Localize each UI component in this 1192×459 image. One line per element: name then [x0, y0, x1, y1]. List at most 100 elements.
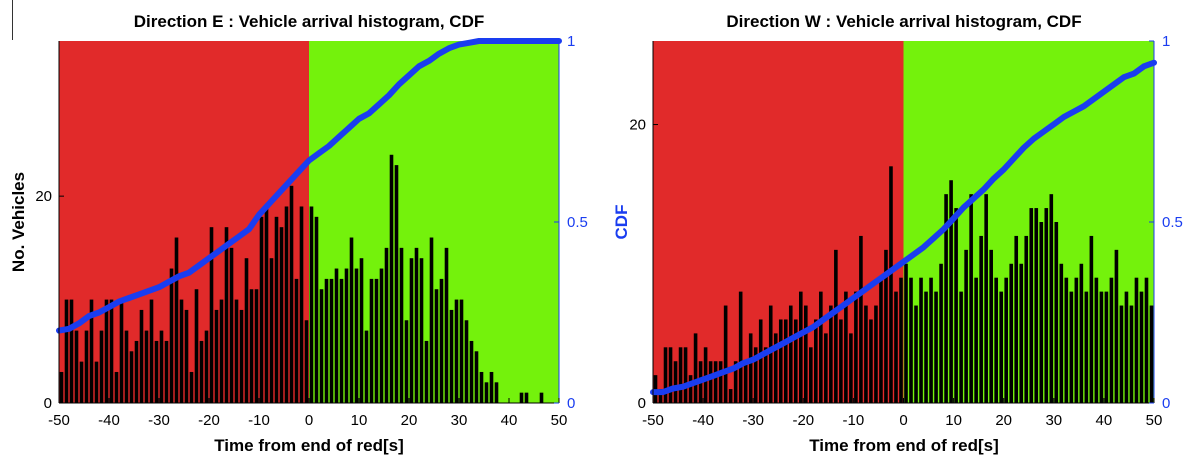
- histogram-bar: [444, 247, 449, 403]
- histogram-bar: [929, 277, 933, 403]
- histogram-bar: [959, 291, 963, 403]
- histogram-bar: [753, 347, 758, 403]
- histogram-bar: [114, 371, 119, 403]
- histogram-bar: [683, 347, 688, 403]
- histogram-bar: [539, 392, 544, 403]
- histogram-bar: [134, 340, 139, 403]
- y-axis-label: No. Vehicles: [9, 172, 28, 272]
- y-tick-label: 20: [35, 188, 52, 205]
- histogram-bar: [199, 340, 204, 403]
- histogram-bar: [394, 165, 399, 403]
- histogram-bar: [658, 389, 663, 403]
- histogram-bar: [409, 258, 414, 403]
- histogram-bar: [733, 361, 738, 403]
- histogram-bar: [459, 299, 464, 403]
- histogram-bar: [1104, 291, 1109, 403]
- x-axis-label: Time from end of red[s]: [809, 436, 999, 455]
- histogram-bar: [179, 299, 184, 403]
- histogram-bar: [379, 268, 384, 403]
- histogram-bar: [194, 289, 199, 403]
- x-tick-label: 30: [451, 412, 468, 429]
- histogram-bar: [384, 247, 389, 403]
- histogram-bar: [909, 277, 913, 403]
- histogram-bar: [889, 166, 893, 403]
- histogram-bar: [1024, 235, 1029, 403]
- histogram-bar: [469, 340, 474, 403]
- histogram-bar: [224, 227, 229, 403]
- histogram-bar: [124, 330, 129, 403]
- histogram-bar: [399, 247, 404, 403]
- histogram-bar: [164, 340, 169, 403]
- histogram-bar: [974, 277, 978, 403]
- histogram-bar: [204, 330, 209, 403]
- histogram-bar: [234, 299, 239, 403]
- x-tick-label: -30: [742, 412, 764, 429]
- x-tick-label: 30: [1045, 412, 1062, 429]
- histogram-bar: [494, 382, 499, 403]
- histogram-bar: [119, 299, 124, 403]
- histogram-bar: [964, 249, 968, 403]
- chart-title: Direction W : Vehicle arrival histogram,…: [726, 12, 1081, 31]
- y2-tick-label: 0.5: [1162, 214, 1183, 231]
- histogram-bar: [663, 347, 668, 403]
- histogram-bar: [129, 351, 134, 403]
- histogram-bar: [1029, 208, 1034, 403]
- x-tick-label: -40: [98, 412, 120, 429]
- histogram-bar: [84, 330, 89, 403]
- histogram-bar: [788, 305, 793, 403]
- histogram-bar: [309, 206, 314, 403]
- histogram-bar: [254, 289, 259, 403]
- y2-tick-label: 1: [1162, 33, 1170, 50]
- histogram-bar: [1139, 291, 1144, 403]
- y2-tick-label: 0.5: [567, 214, 588, 231]
- histogram-bar: [1074, 277, 1079, 403]
- histogram-bar: [1089, 235, 1094, 403]
- chart-direction-e: Direction E : Vehicle arrival histogram,…: [9, 12, 588, 455]
- histogram-bar: [1149, 305, 1154, 403]
- histogram-bar: [524, 392, 529, 403]
- histogram-bar: [304, 320, 309, 403]
- histogram-bar: [864, 305, 868, 403]
- histogram-bar: [404, 320, 409, 403]
- x-tick-label: 0: [899, 412, 907, 429]
- histogram-bar: [259, 216, 264, 403]
- histogram-bar: [1129, 305, 1134, 403]
- histogram-bar: [1109, 277, 1114, 403]
- histogram-bar: [324, 278, 329, 403]
- histogram-bar: [798, 291, 803, 403]
- histogram-bar: [1099, 291, 1104, 403]
- histogram-bar: [434, 289, 439, 403]
- histogram-bar: [264, 206, 269, 403]
- x-tick-label: 50: [551, 412, 568, 429]
- histogram-bar: [174, 237, 179, 403]
- cdf-line: [650, 59, 1157, 396]
- histogram-bar: [159, 330, 164, 403]
- histogram-bar: [1009, 263, 1014, 403]
- histogram-bar: [869, 319, 873, 403]
- histogram-bar: [294, 278, 299, 403]
- histogram-bar: [474, 351, 479, 403]
- histogram-bar: [269, 258, 274, 403]
- histogram-bar: [718, 361, 723, 403]
- histogram-bar: [1079, 263, 1084, 403]
- x-tick-label: -30: [148, 412, 170, 429]
- histogram-bar: [279, 227, 284, 403]
- histogram-bar: [274, 216, 279, 403]
- histogram-bar: [1054, 222, 1059, 403]
- histogram-bar: [99, 330, 104, 403]
- histogram-bar: [1119, 305, 1124, 403]
- histogram-bar: [419, 258, 424, 403]
- histogram-bar: [668, 347, 673, 403]
- histogram-bar: [329, 278, 334, 403]
- histogram-bar: [728, 389, 733, 403]
- histogram-bar: [1069, 291, 1074, 403]
- histogram-bar: [139, 309, 144, 403]
- y-tick-label: 20: [629, 117, 646, 134]
- histogram-bar: [1019, 263, 1024, 403]
- x-tick-label: -50: [48, 412, 70, 429]
- histogram-bar: [773, 333, 778, 403]
- histogram-bar: [239, 309, 244, 403]
- chart-direction-w: Direction W : Vehicle arrival histogram,…: [612, 12, 1183, 455]
- histogram-bar: [688, 375, 693, 403]
- histogram-bar: [369, 278, 374, 403]
